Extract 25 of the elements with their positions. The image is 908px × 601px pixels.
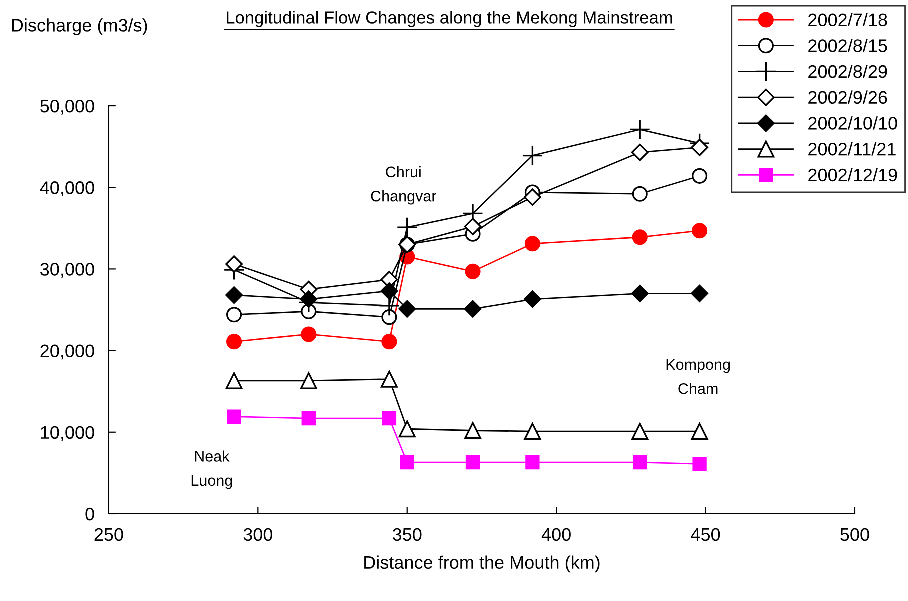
y-tick-label: 50,000 [40,100,94,115]
legend-label: 2002/12/19 [808,168,898,182]
x-tick-label: 500 [840,528,870,542]
legend-label: 2002/8/29 [808,64,888,78]
legend-label: 2002/10/10 [808,116,898,130]
x-tick-label: 250 [94,528,124,542]
y-tick-label: 0 [86,508,94,521]
y-tick-label: 30,000 [40,263,94,278]
x-tick-label: 300 [244,528,273,542]
legend-label: 2002/8/15 [808,39,888,52]
x-tick-label: 350 [392,528,422,542]
legend-label: 2002/11/21 [808,142,896,156]
legend-label: 2002/9/26 [808,90,888,104]
y-tick-label: 10,000 [41,426,94,442]
x-tick-label: 400 [542,528,571,542]
legend-label: 2002/7/18 [808,13,888,26]
y-tick-label: 40,000 [40,182,94,196]
x-tick-label: 450 [691,528,720,542]
x-axis-title: Distance from the Mouth (km) [364,556,600,573]
chart-title: Longitudinal Flow Changes along the Mekong Mainstream [227,11,672,28]
y-axis-title: Discharge (m3/s) [12,18,148,36]
y-tick-label: 20,000 [40,344,94,360]
annotation: Kompong Cham [666,359,730,394]
annotation: Chrui Changvar [371,166,437,205]
annotation: Neak Luong [192,450,232,490]
